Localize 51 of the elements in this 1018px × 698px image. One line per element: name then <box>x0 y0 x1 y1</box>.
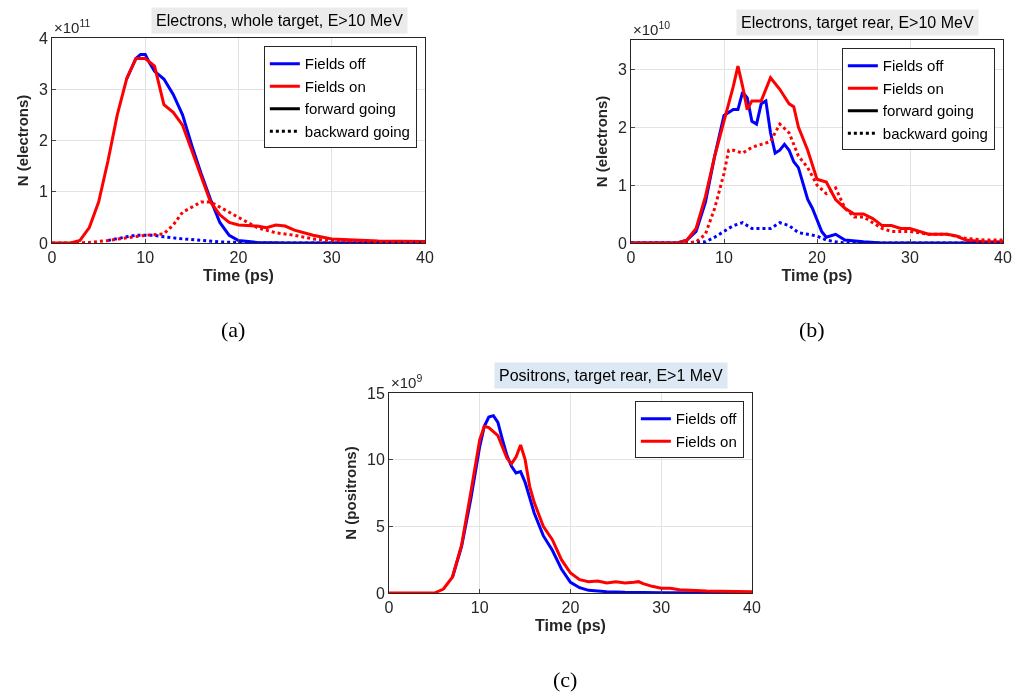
y-tick-label: 2 <box>617 118 627 136</box>
y-tick-label: 3 <box>38 80 48 98</box>
x-tick-label: 10 <box>136 249 155 267</box>
y-tick-label: 1 <box>38 183 48 201</box>
text: (c) <box>553 667 578 692</box>
legend-label: Fields on <box>675 432 737 450</box>
legend-label: Fields off <box>882 57 945 75</box>
legend-label: forward going <box>882 102 974 120</box>
legend-label: forward going <box>304 100 396 118</box>
x-tick-label: 30 <box>322 249 341 267</box>
y-tick-label: 10 <box>367 451 385 469</box>
y-tick-label: 5 <box>375 517 385 535</box>
x-tick-label: 30 <box>652 599 671 617</box>
legend-label: Fields on <box>304 77 366 95</box>
y-tick-label: 3 <box>617 60 627 78</box>
line-series <box>389 424 752 593</box>
y-tick-label: 0 <box>38 234 48 252</box>
x-tick-label: 20 <box>229 249 248 267</box>
x-tick-label: 30 <box>901 249 919 267</box>
text: ×10$^{9}$ <box>391 372 423 392</box>
x-tick-label: 20 <box>561 599 580 617</box>
x-axis-title: Time (ps) <box>535 616 606 634</box>
x-tick-label: 40 <box>743 599 761 617</box>
x-tick-label: 10 <box>715 249 733 267</box>
legend-label: Fields on <box>882 79 944 97</box>
x-tick-label: 40 <box>416 249 434 267</box>
y-axis-title: N (electrons) <box>14 94 32 187</box>
text: (a) <box>221 317 246 342</box>
legend-label: Fields off <box>675 410 738 428</box>
y-axis-title: N (electrons) <box>593 95 611 188</box>
legend-label: backward going <box>304 122 410 140</box>
y-tick-label: 4 <box>38 29 48 47</box>
y-tick-label: 2 <box>38 132 48 150</box>
y-tick-label: 1 <box>617 176 627 194</box>
y-tick-label: 0 <box>375 584 385 602</box>
x-axis-title: Time (ps) <box>781 266 853 284</box>
x-axis-title: Time (ps) <box>203 266 274 284</box>
legend-label: backward going <box>882 124 988 142</box>
legend-label: Fields off <box>304 55 367 73</box>
chart-title: Electrons, target rear, E>10 MeV <box>741 14 974 31</box>
text: (b) <box>799 317 825 342</box>
y-tick-label: 15 <box>367 384 385 402</box>
chart-title: Positrons, target rear, E>1 MeV <box>499 367 723 384</box>
y-axis-title: N (positrons) <box>342 446 360 540</box>
x-tick-label: 10 <box>470 599 489 617</box>
x-tick-label: 20 <box>808 249 826 267</box>
text: ×10$^{11}$ <box>54 17 91 37</box>
chart-title: Electrons, whole target, E>10 MeV <box>156 12 404 29</box>
x-tick-label: 40 <box>994 249 1012 267</box>
text: ×10$^{10}$ <box>633 19 671 39</box>
y-tick-label: 0 <box>617 234 627 252</box>
